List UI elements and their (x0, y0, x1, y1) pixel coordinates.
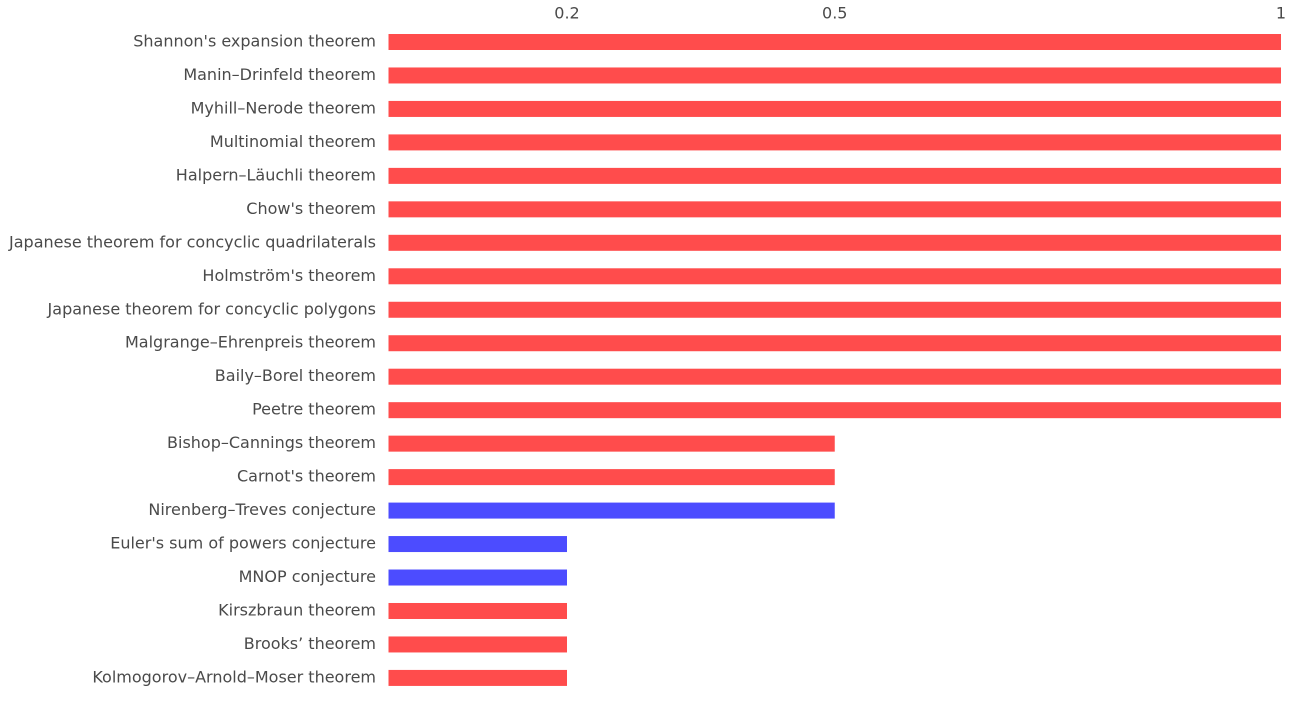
bar (388, 167, 1281, 184)
x-tick-label: 0.5 (822, 4, 847, 23)
y-tick-label: Shannon's expansion theorem (133, 32, 376, 51)
bar (388, 402, 1281, 419)
x-tick-label: 1 (1276, 4, 1286, 23)
y-tick-label: Chow's theorem (246, 199, 376, 218)
bar (388, 268, 1281, 285)
y-tick-label: Myhill–Nerode theorem (191, 98, 376, 117)
y-tick-label: Multinomial theorem (210, 132, 376, 151)
y-tick-label: Bishop–Cannings theorem (167, 433, 376, 452)
bar (388, 502, 835, 519)
bar (388, 100, 1281, 117)
y-tick-label: Japanese theorem for concyclic quadrilat… (8, 232, 376, 251)
bar (388, 636, 567, 653)
y-tick-label: Halpern–Läuchli theorem (176, 165, 376, 184)
y-tick-label: Nirenberg–Treves conjecture (148, 500, 376, 519)
y-tick-label: Peetre theorem (252, 400, 376, 419)
x-tick-label: 0.2 (554, 4, 579, 23)
bar (388, 234, 1281, 251)
y-tick-label: Manin–Drinfeld theorem (183, 65, 376, 84)
y-tick-label: Holmström's theorem (202, 266, 376, 285)
y-tick-label: Euler's sum of powers conjecture (110, 534, 376, 553)
bar (388, 34, 1281, 50)
bar (388, 134, 1281, 151)
y-tick-label: Kolmogorov–Arnold–Moser theorem (92, 667, 376, 686)
bar (388, 301, 1281, 318)
bar (388, 536, 567, 553)
y-tick-label: MNOP conjecture (239, 567, 376, 586)
y-tick-label: Malgrange–Ehrenpreis theorem (125, 333, 376, 352)
bar (388, 435, 835, 452)
y-tick-label: Brooks’ theorem (244, 634, 376, 653)
bar (388, 368, 1281, 385)
bar (388, 469, 835, 486)
bar (388, 67, 1281, 84)
bar (388, 335, 1281, 352)
y-tick-label: Carnot's theorem (237, 467, 376, 486)
bar (388, 669, 567, 686)
bar (388, 602, 567, 619)
y-tick-label: Kirszbraun theorem (218, 600, 376, 619)
y-tick-label: Baily–Borel theorem (215, 366, 376, 385)
bar (388, 569, 567, 586)
bar (388, 201, 1281, 218)
y-tick-label: Japanese theorem for concyclic polygons (47, 299, 376, 318)
